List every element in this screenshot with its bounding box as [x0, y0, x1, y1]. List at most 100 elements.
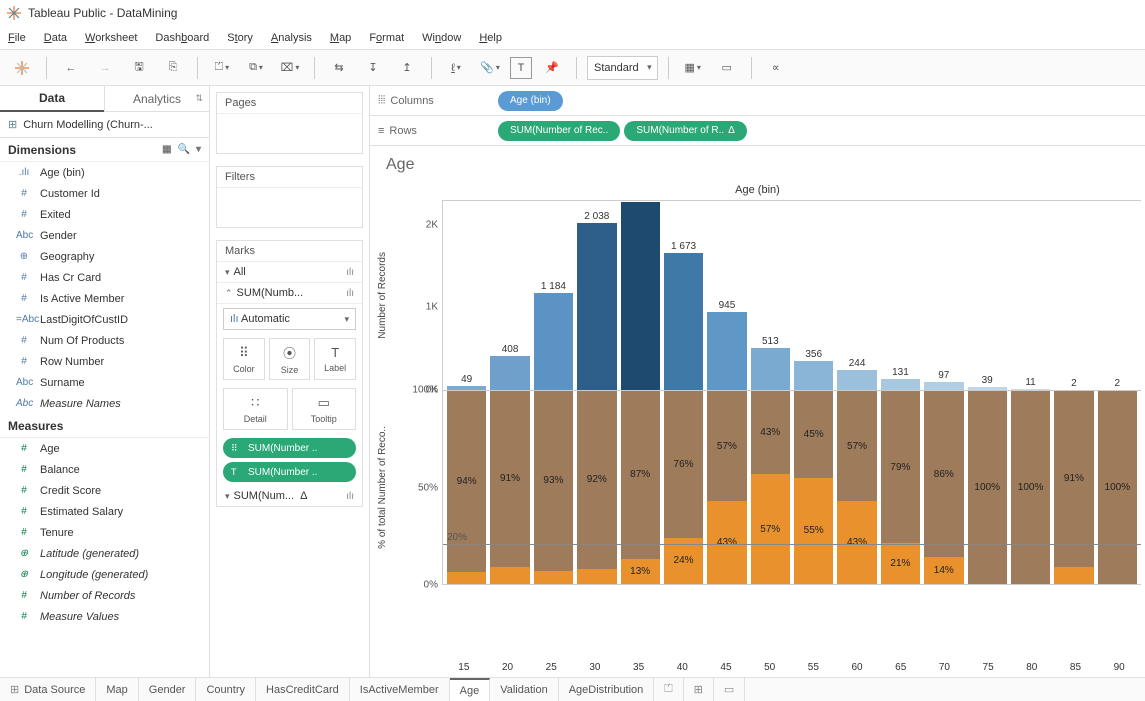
share-button[interactable]: ∝	[762, 54, 790, 82]
clear-button[interactable]: ⌧▾	[276, 54, 304, 82]
dimension-field[interactable]: =AbcLastDigitOfCustID	[0, 309, 209, 330]
columns-shelf[interactable]: ⦙⦙⦙Columns Age (bin)	[370, 86, 1145, 116]
dimension-field[interactable]: AbcSurname	[0, 372, 209, 393]
top-bar-chart[interactable]: 494081 1842 0381 67394551335624413197391…	[442, 200, 1141, 390]
measure-field[interactable]: ⊕Latitude (generated)	[0, 543, 209, 564]
sheet-tab[interactable]: Age	[450, 678, 491, 701]
sheet-tab[interactable]: Map	[96, 678, 138, 701]
measure-field[interactable]: #Balance	[0, 459, 209, 480]
measure-field[interactable]: #Age	[0, 438, 209, 459]
bottom-stacked-chart[interactable]: 94%91%93%92%13%87%24%76%43%57%57%43%55%4…	[442, 390, 1141, 585]
dimension-field[interactable]: AbcMeasure Names	[0, 393, 209, 414]
tableau-logo-icon	[6, 5, 22, 21]
redo-button[interactable]: →	[91, 54, 119, 82]
fit-select[interactable]: Standard	[587, 56, 658, 80]
measure-field[interactable]: #Number of Records	[0, 585, 209, 606]
tableau-logo-button[interactable]	[8, 54, 36, 82]
new-worksheet-button[interactable]: ⏍▾	[208, 54, 236, 82]
marks-sum2-row[interactable]: ▾SUM(Num... Δılı	[217, 486, 362, 506]
bar-mark-icon: ılı	[346, 267, 354, 278]
sort-desc-button[interactable]: ↥	[393, 54, 421, 82]
presentation-button[interactable]: ▭	[713, 54, 741, 82]
menubar: File Data Worksheet Dashboard Story Anal…	[0, 26, 1145, 50]
sheet-tab[interactable]: AgeDistribution	[559, 678, 655, 701]
menu-icon[interactable]: ▾	[196, 144, 201, 155]
marks-detail-button[interactable]: ∷Detail	[223, 388, 288, 430]
marks-sum1-row[interactable]: ⌃SUM(Numb...ılı	[217, 283, 362, 304]
field-type-icon: ⊕	[16, 548, 32, 559]
dimension-field[interactable]: #Row Number	[0, 351, 209, 372]
sheet-tab[interactable]: Validation	[490, 678, 559, 701]
filters-shelf[interactable]: Filters	[216, 166, 363, 228]
sheet-tab[interactable]: Gender	[139, 678, 197, 701]
new-datasource-button[interactable]: ⎘	[159, 54, 187, 82]
measure-field[interactable]: #Credit Score	[0, 480, 209, 501]
measure-field[interactable]: #Tenure	[0, 522, 209, 543]
rows-icon: ≡	[378, 125, 384, 137]
menu-window[interactable]: Window	[422, 32, 461, 44]
pin-button[interactable]: 📌	[538, 54, 566, 82]
attachment-button[interactable]: 📎▾	[476, 54, 504, 82]
menu-analysis[interactable]: Analysis	[271, 32, 312, 44]
marks-tooltip-button[interactable]: ▭Tooltip	[292, 388, 357, 430]
dimension-field[interactable]: #Num Of Products	[0, 330, 209, 351]
sort-asc-button[interactable]: ↧	[359, 54, 387, 82]
highlight-button[interactable]: ℓ▾	[442, 54, 470, 82]
menu-data[interactable]: Data	[44, 32, 67, 44]
dimension-field[interactable]: #Has Cr Card	[0, 267, 209, 288]
dimension-field[interactable]: ⊕Geography	[0, 246, 209, 267]
menu-worksheet[interactable]: Worksheet	[85, 32, 137, 44]
marks-all-row[interactable]: ▾Allılı	[217, 262, 362, 283]
marks-pill[interactable]: TSUM(Number ..	[223, 462, 356, 482]
dimension-field[interactable]: .ılıAge (bin)	[0, 162, 209, 183]
rows-pill-1[interactable]: SUM(Number of Rec..	[498, 121, 620, 141]
datasource-row[interactable]: ⊞ Churn Modelling (Churn-...	[0, 112, 209, 138]
measure-field[interactable]: ⊕Longitude (generated)	[0, 564, 209, 585]
columns-pill[interactable]: Age (bin)	[498, 91, 563, 111]
sheet-tab[interactable]: HasCreditCard	[256, 678, 350, 701]
new-dashboard-tab[interactable]: ⊞	[684, 678, 714, 701]
menu-story[interactable]: Story	[227, 32, 253, 44]
field-type-icon: Abc	[16, 230, 32, 241]
new-worksheet-tab[interactable]: ⏍	[654, 678, 683, 701]
measure-field[interactable]: #Measure Values	[0, 606, 209, 627]
sheet-tab[interactable]: IsActiveMember	[350, 678, 450, 701]
sheet-tab[interactable]: Country	[196, 678, 256, 701]
menu-file[interactable]: File	[8, 32, 26, 44]
rows-pill-2[interactable]: SUM(Number of R..Δ	[624, 121, 746, 141]
showhide-button[interactable]: ▦▾	[679, 54, 707, 82]
dimension-field[interactable]: #Customer Id	[0, 183, 209, 204]
mark-type-select[interactable]: ılı Automatic▾	[223, 308, 356, 330]
swap-button[interactable]: ⇆	[325, 54, 353, 82]
chart-title[interactable]: Age	[370, 146, 1145, 180]
dimension-field[interactable]: #Exited	[0, 204, 209, 225]
canvas: ⦙⦙⦙Columns Age (bin) ≡Rows SUM(Number of…	[370, 86, 1145, 677]
dimension-field[interactable]: #Is Active Member	[0, 288, 209, 309]
rows-shelf[interactable]: ≡Rows SUM(Number of Rec.. SUM(Number of …	[370, 116, 1145, 146]
pages-shelf[interactable]: Pages	[216, 92, 363, 154]
tab-data[interactable]: Data	[0, 86, 104, 112]
label-button[interactable]: T	[510, 57, 532, 79]
field-type-icon: #	[16, 293, 32, 304]
undo-button[interactable]: ←	[57, 54, 85, 82]
dimension-field[interactable]: AbcGender	[0, 225, 209, 246]
field-type-icon: #	[16, 209, 32, 220]
marks-color-button[interactable]: ⠿Color	[223, 338, 265, 380]
search-icon[interactable]: 🔍	[178, 144, 190, 155]
new-story-tab[interactable]: ▭	[714, 678, 745, 701]
menu-format[interactable]: Format	[369, 32, 404, 44]
duplicate-button[interactable]: ⧉▾	[242, 54, 270, 82]
marks-label-button[interactable]: TLabel	[314, 338, 356, 380]
marks-pill[interactable]: ⠿SUM(Number ..	[223, 438, 356, 458]
data-source-tab[interactable]: ⊞Data Source	[0, 678, 96, 701]
menu-dashboard[interactable]: Dashboard	[155, 32, 209, 44]
save-button[interactable]: 🖫	[125, 54, 153, 82]
datasource-icon: ⊞	[8, 118, 17, 131]
marks-size-button[interactable]: ⦿Size	[269, 338, 311, 380]
field-type-icon: .ılı	[16, 167, 32, 178]
view-icon[interactable]: ▦	[162, 144, 171, 155]
menu-map[interactable]: Map	[330, 32, 351, 44]
menu-help[interactable]: Help	[479, 32, 502, 44]
tab-analytics[interactable]: Analytics	[104, 86, 209, 112]
measure-field[interactable]: #Estimated Salary	[0, 501, 209, 522]
